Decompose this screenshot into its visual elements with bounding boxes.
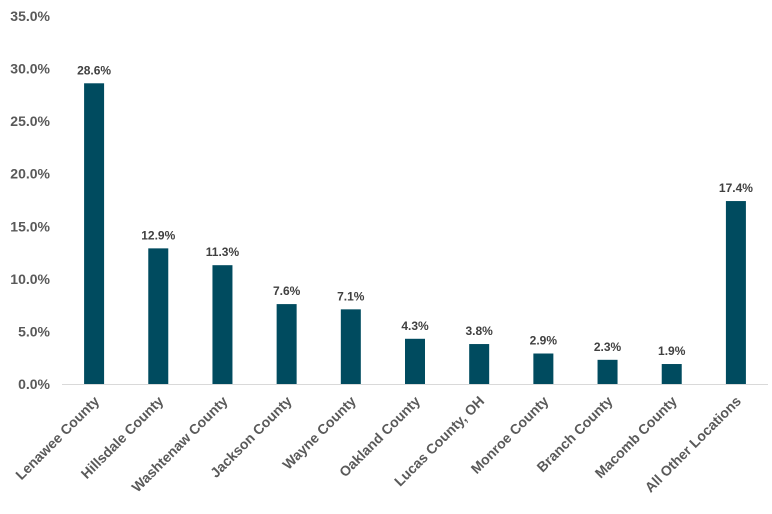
bar-data-label: 2.9% [530, 334, 558, 348]
bar-data-label: 3.8% [466, 324, 494, 338]
bar-data-label: 2.3% [594, 340, 622, 354]
bar [725, 201, 746, 384]
bar-data-label: 7.1% [337, 289, 365, 303]
bar-data-label: 11.3% [206, 245, 240, 259]
bar [84, 83, 105, 384]
bar [276, 304, 297, 384]
y-axis: 0.0% 5.0% 10.0% 15.0% 20.0% 25.0% 30.0% 35.0% [10, 8, 50, 392]
bar [597, 359, 618, 384]
bar-series [84, 83, 746, 384]
bar-data-label: 1.9% [658, 344, 686, 358]
bar-data-label: 4.3% [401, 319, 429, 333]
y-tick-label: 35.0% [10, 8, 50, 24]
bar [661, 364, 682, 384]
y-tick-label: 0.0% [18, 376, 50, 392]
bar [340, 309, 361, 384]
bar [469, 344, 490, 384]
data-labels: 28.6% 12.9% 11.3% 7.6% 7.1% 4.3% 3.8% 2.9% 2.3% 1… [77, 63, 753, 358]
y-tick-label: 30.0% [10, 61, 50, 77]
bar [148, 248, 169, 384]
y-tick-label: 15.0% [10, 218, 50, 234]
bar [405, 338, 425, 384]
bar-data-label: 17.4% [719, 181, 753, 195]
bar [533, 353, 554, 384]
bar-data-label: 12.9% [141, 228, 175, 242]
bar [212, 265, 233, 384]
y-tick-label: 20.0% [10, 166, 50, 182]
y-tick-label: 10.0% [10, 271, 50, 287]
bar-data-label: 28.6% [77, 63, 111, 77]
bar-data-label: 7.6% [273, 284, 301, 298]
y-tick-label: 5.0% [18, 323, 50, 339]
y-tick-label: 25.0% [10, 113, 50, 129]
